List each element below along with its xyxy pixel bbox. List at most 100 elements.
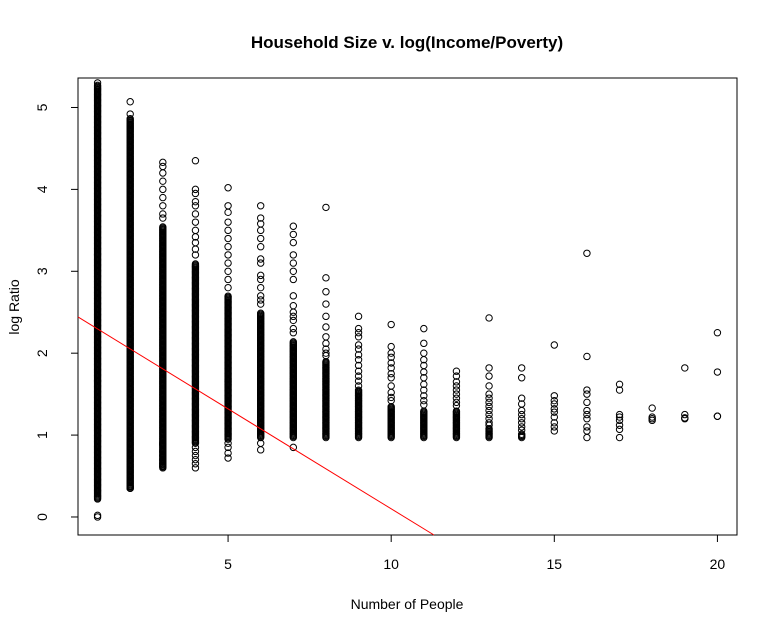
data-point: [354, 333, 363, 341]
data-point: [615, 386, 624, 394]
data-point: [191, 464, 200, 472]
data-point: [550, 405, 559, 413]
data-point: [159, 202, 167, 210]
chart-title: Household Size v. log(Income/Poverty): [251, 33, 563, 52]
data-point: [648, 413, 656, 421]
data-point: [224, 226, 232, 235]
x-tick-label: 15: [547, 556, 563, 572]
data-point: [583, 398, 591, 407]
data-point: [191, 460, 200, 468]
data-point: [224, 243, 232, 251]
y-tick-label: 1: [34, 431, 50, 439]
data-point: [224, 208, 232, 217]
data-point: [452, 372, 461, 380]
data-point: [224, 267, 232, 275]
data-point: [354, 377, 363, 385]
data-point: [420, 339, 428, 348]
data-point: [485, 398, 493, 407]
data-point: [191, 185, 200, 194]
data-point: [485, 406, 493, 415]
data-point: [387, 396, 395, 405]
data-point: [485, 372, 493, 380]
data-point: [387, 320, 395, 329]
data-point: [191, 451, 200, 460]
data-point: [681, 364, 689, 372]
data-point: [224, 234, 232, 243]
data-point: [681, 415, 689, 423]
data-point: [452, 378, 461, 386]
data-point: [583, 249, 591, 257]
data-point: [322, 203, 330, 212]
data-point: [354, 361, 363, 370]
data-point: [354, 382, 363, 390]
data-point: [322, 300, 330, 308]
data-point: [550, 423, 559, 431]
data-point: [159, 460, 167, 468]
data-point: [289, 338, 298, 346]
data-point: [256, 446, 265, 454]
data-point: [583, 352, 591, 361]
data-point: [159, 177, 167, 185]
y-tick-label: 5: [34, 103, 50, 111]
data-point: [387, 382, 395, 390]
data-point: [387, 364, 395, 372]
data-point: [713, 368, 722, 376]
data-point: [550, 392, 559, 400]
data-point: [289, 292, 298, 300]
data-point: [224, 292, 232, 300]
data-point: [615, 416, 624, 425]
data-point: [289, 267, 298, 275]
data-point: [485, 419, 493, 427]
data-point: [322, 323, 330, 331]
data-point: [648, 416, 656, 425]
data-point: [517, 426, 526, 434]
data-point: [517, 423, 526, 431]
x-tick-label: 10: [383, 556, 399, 572]
data-point: [420, 368, 428, 376]
data-point: [354, 329, 363, 337]
data-point: [322, 339, 330, 348]
data-point: [256, 255, 265, 263]
data-point: [159, 451, 167, 460]
data-point: [615, 421, 624, 429]
data-point: [420, 392, 428, 400]
data-point: [289, 308, 298, 316]
data-point: [517, 394, 526, 402]
data-point: [387, 349, 395, 357]
data-point: [224, 443, 232, 452]
data-point: [93, 511, 102, 520]
data-point: [583, 386, 591, 394]
data-point: [191, 189, 200, 198]
data-point: [354, 386, 363, 394]
data-point: [615, 413, 624, 421]
data-point: [452, 382, 461, 390]
data-point: [615, 410, 624, 419]
data-point: [354, 372, 363, 380]
data-point: [713, 412, 722, 420]
data-point: [256, 296, 265, 304]
data-point: [191, 443, 200, 452]
data-point: [485, 382, 493, 390]
data-point: [615, 425, 624, 434]
data-point: [289, 275, 298, 284]
data-point: [191, 218, 200, 226]
x-tick-label: 20: [710, 556, 726, 572]
data-point: [583, 427, 591, 435]
data-point: [452, 367, 461, 375]
data-point: [224, 202, 232, 210]
data-point: [452, 407, 461, 415]
data-point: [517, 419, 526, 427]
data-point: [420, 401, 428, 409]
data-point: [517, 406, 526, 415]
data-point: [354, 345, 363, 353]
data-point: [354, 367, 363, 375]
data-point: [322, 274, 330, 282]
data-point: [256, 234, 265, 243]
data-point: [159, 210, 167, 218]
data-point: [191, 202, 200, 210]
data-point: [387, 388, 395, 397]
data-point: [93, 79, 102, 87]
data-point: [191, 447, 200, 456]
data-point: [452, 401, 461, 410]
data-point: [224, 251, 232, 259]
